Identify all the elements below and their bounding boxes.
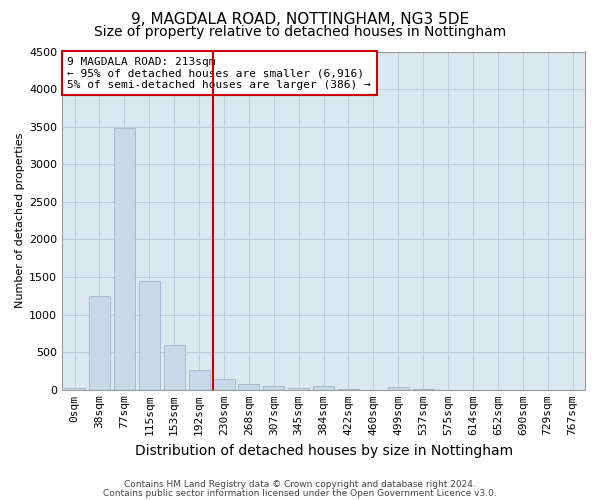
Text: 9, MAGDALA ROAD, NOTTINGHAM, NG3 5DE: 9, MAGDALA ROAD, NOTTINGHAM, NG3 5DE xyxy=(131,12,469,28)
Bar xyxy=(263,386,284,390)
Bar xyxy=(238,384,259,390)
Bar xyxy=(288,388,309,390)
Bar xyxy=(313,386,334,390)
Bar xyxy=(64,388,85,390)
Y-axis label: Number of detached properties: Number of detached properties xyxy=(15,133,25,308)
Text: Contains public sector information licensed under the Open Government Licence v3: Contains public sector information licen… xyxy=(103,489,497,498)
Bar xyxy=(164,346,185,390)
Text: Size of property relative to detached houses in Nottingham: Size of property relative to detached ho… xyxy=(94,25,506,39)
Bar xyxy=(388,387,409,390)
Text: Contains HM Land Registry data © Crown copyright and database right 2024.: Contains HM Land Registry data © Crown c… xyxy=(124,480,476,489)
Bar xyxy=(188,370,209,390)
X-axis label: Distribution of detached houses by size in Nottingham: Distribution of detached houses by size … xyxy=(134,444,512,458)
Bar xyxy=(214,379,235,390)
Bar xyxy=(114,128,135,390)
Bar xyxy=(89,296,110,390)
Bar xyxy=(139,281,160,390)
Text: 9 MAGDALA ROAD: 213sqm
← 95% of detached houses are smaller (6,916)
5% of semi-d: 9 MAGDALA ROAD: 213sqm ← 95% of detached… xyxy=(67,56,371,90)
